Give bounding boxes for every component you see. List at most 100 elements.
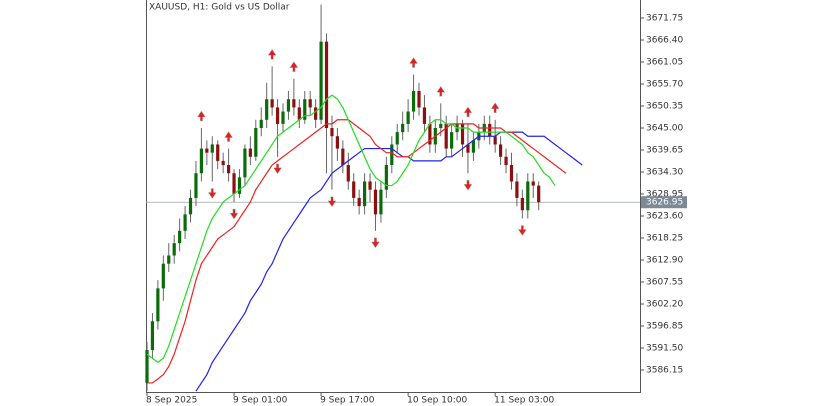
candle-body <box>286 99 291 112</box>
candle-body <box>330 128 334 137</box>
candle-body <box>324 41 329 129</box>
candle-body <box>216 144 220 161</box>
candle-body <box>379 189 383 215</box>
moving-average-line <box>147 119 567 384</box>
candle-body <box>460 123 465 145</box>
candle-body <box>237 177 242 194</box>
candle-body <box>526 181 530 211</box>
candle-body <box>319 41 323 120</box>
fractal-down <box>463 179 473 191</box>
fractal-up <box>463 106 473 118</box>
candle-body <box>395 132 399 145</box>
fractal-up <box>436 85 446 97</box>
candle-body <box>281 111 285 124</box>
y-tick-label: 3586.15 <box>646 366 683 376</box>
x-tick-label: 9 Sep 01:00 <box>233 396 288 406</box>
candle-body <box>450 132 454 149</box>
candle-body <box>270 99 274 108</box>
candle-body <box>531 181 535 186</box>
candle-body <box>537 185 541 203</box>
x-tick-label: 9 Sep 17:00 <box>320 396 375 406</box>
candle-body <box>444 123 448 149</box>
candle-body <box>292 99 296 108</box>
candle-body <box>161 263 165 289</box>
candle-body <box>509 165 514 182</box>
candle-body <box>248 148 252 157</box>
candle-body <box>297 107 301 120</box>
y-tick-label: 3661.05 <box>646 58 683 68</box>
candle-body <box>341 148 345 166</box>
candle-body <box>303 99 307 120</box>
candle-body <box>183 214 187 231</box>
candle-body <box>221 160 225 166</box>
moving-average-line <box>146 94 556 364</box>
fractal-up <box>196 110 206 122</box>
candle-body <box>515 181 519 198</box>
y-tick-label: 3602.20 <box>646 300 683 310</box>
fractal-up <box>224 131 234 142</box>
candle-body <box>265 99 269 120</box>
candle-body <box>259 119 263 129</box>
y-tick-label: 3666.40 <box>646 36 683 46</box>
last-price-box <box>641 196 687 209</box>
chart-title: XAUUSD, H1: Gold vs US Dollar <box>149 3 290 13</box>
candle-body <box>156 288 160 322</box>
x-tick-label: 11 Sep 03:00 <box>494 396 554 406</box>
candle-body <box>504 156 508 166</box>
candle-body <box>275 107 280 124</box>
y-tick-label: 3671.75 <box>646 14 683 24</box>
candle-body <box>363 181 367 207</box>
fractal-down <box>229 208 239 220</box>
candle-body <box>373 189 378 215</box>
candle-body <box>199 148 203 174</box>
candle-body <box>194 173 198 198</box>
fractal-down <box>273 163 283 175</box>
last-price-label: 3626.95 <box>646 198 683 208</box>
candle-body <box>428 123 432 145</box>
y-tick-label: 3628.95 <box>646 190 683 200</box>
y-tick-label: 3591.50 <box>646 344 683 354</box>
y-tick-label: 3607.55 <box>646 278 683 288</box>
candle-body <box>254 128 258 157</box>
candle-body <box>172 243 176 256</box>
y-tick-label: 3639.65 <box>646 146 683 156</box>
candle-body <box>145 350 149 383</box>
candle-body <box>243 148 247 178</box>
x-tick-label: 8 Sep 2025 <box>146 396 197 406</box>
fractal-up <box>490 102 500 114</box>
candle-body <box>178 230 182 244</box>
y-tick-label: 3596.85 <box>646 322 683 332</box>
fractal-down <box>517 225 527 236</box>
fractal-down <box>327 196 337 208</box>
candle-body <box>308 99 312 108</box>
y-tick-label: 3612.90 <box>646 256 683 266</box>
x-tick-label: 10 Sep 10:00 <box>407 396 467 406</box>
fractal-up <box>289 61 299 72</box>
candle-body <box>188 197 193 215</box>
candle-body <box>422 107 427 124</box>
y-tick-label: 3655.70 <box>646 80 683 90</box>
fractal-up <box>409 57 419 68</box>
candle-body <box>417 90 421 108</box>
candle-body <box>401 123 405 133</box>
y-tick-label: 3645.00 <box>646 124 683 134</box>
candle-body <box>466 144 470 153</box>
candle-body <box>439 123 443 129</box>
moving-average-line <box>195 131 583 392</box>
candle-body <box>368 181 372 190</box>
candle-body <box>335 136 339 149</box>
candle-body <box>150 321 155 351</box>
fractal-down <box>207 188 217 199</box>
y-tick-label: 3618.25 <box>646 234 683 244</box>
candle-body <box>471 140 475 153</box>
y-tick-label: 3634.30 <box>646 168 683 178</box>
candle-body <box>346 165 350 182</box>
y-tick-label: 3623.60 <box>646 212 683 222</box>
y-tick-label: 3650.35 <box>646 102 683 112</box>
candle-body <box>167 255 171 264</box>
candle-body <box>411 90 416 112</box>
candle-body <box>205 148 209 153</box>
candle-body <box>232 173 236 194</box>
candle-body <box>406 111 410 124</box>
